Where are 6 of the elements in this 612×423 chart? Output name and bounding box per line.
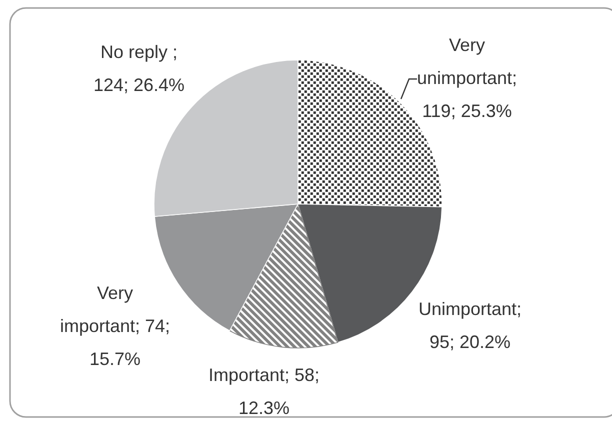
slice-label: No reply ; 124; 26.4% [93, 42, 185, 95]
slice-label: Very unimportant; 119; 25.3% [416, 34, 518, 121]
pie-slice [229, 204, 338, 348]
slice-label: Important; 58; 12.3% [208, 364, 320, 418]
slice-label: Very important; 74; 15.7% [60, 282, 170, 369]
slice-label: Unimportant; 95; 20.2% [418, 298, 522, 352]
